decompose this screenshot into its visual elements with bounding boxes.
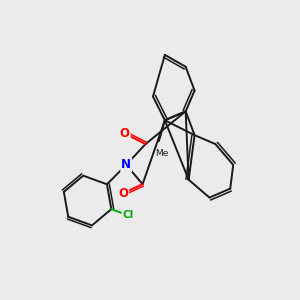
Text: N: N — [121, 158, 131, 171]
Text: Me: Me — [155, 148, 169, 158]
Text: Cl: Cl — [122, 210, 134, 220]
Text: O: O — [118, 187, 128, 200]
Text: O: O — [120, 127, 130, 140]
